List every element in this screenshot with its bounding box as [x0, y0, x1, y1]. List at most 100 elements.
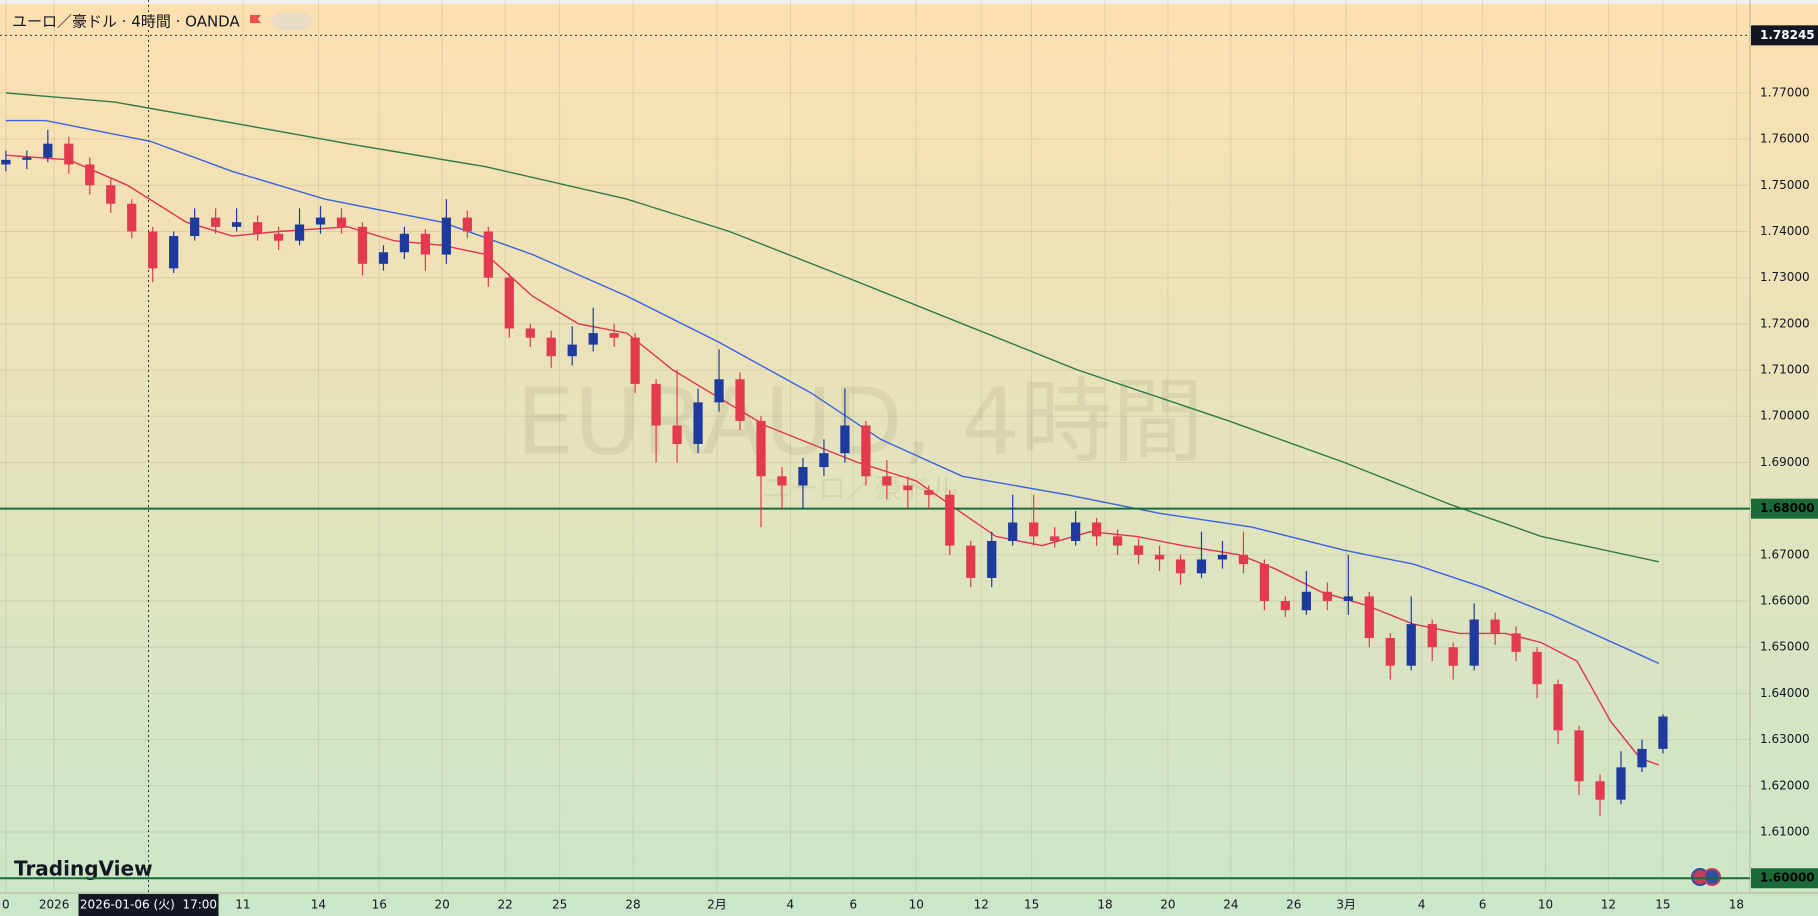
candle-body	[1448, 647, 1458, 666]
crosshair-time-bg	[78, 894, 219, 916]
candle-body	[693, 402, 703, 444]
candle-body	[378, 252, 389, 264]
candle-body	[420, 233, 431, 255]
x-tick-label: 18	[1097, 898, 1112, 912]
candle-body	[609, 333, 619, 338]
candle-body	[1280, 601, 1291, 611]
candle-body	[1029, 522, 1039, 537]
candle-body	[169, 236, 179, 269]
candle-body	[315, 217, 326, 225]
y-tick-label: 1.61000	[1760, 825, 1810, 839]
candle-body	[1490, 619, 1500, 634]
candle-body	[1050, 536, 1060, 541]
candle-body	[357, 226, 368, 264]
x-tick-label: 3月	[1336, 898, 1356, 912]
candle-body	[798, 467, 808, 486]
candle-body	[819, 453, 829, 468]
candle-body	[1112, 536, 1123, 546]
x-tick-label: 10	[1538, 898, 1553, 912]
candle-body	[1154, 554, 1165, 560]
candle-body	[64, 143, 74, 165]
candle-body	[1595, 781, 1605, 800]
x-tick-label: 25	[552, 898, 567, 912]
x-tick-label: 12	[974, 898, 989, 912]
candle-body	[1616, 767, 1626, 800]
symbol-title: ユーロ／豪ドル · 4時間 · OANDA	[12, 13, 240, 31]
y-tick-label: 1.62000	[1760, 778, 1810, 792]
x-tick-label: 28	[625, 898, 640, 912]
x-tick-label: 16	[372, 898, 387, 912]
candle-body	[252, 222, 263, 234]
candle-body	[190, 217, 200, 237]
x-tick-label: 20	[435, 898, 450, 912]
candle-body	[211, 217, 221, 227]
candle-body	[1532, 651, 1542, 685]
candle-body	[1301, 591, 1311, 611]
candle-body	[651, 383, 661, 426]
candle-body	[1259, 564, 1270, 602]
y-tick-label: 1.63000	[1760, 732, 1810, 746]
candle-body	[546, 337, 556, 357]
watermark-sub: ユーロ／豪ドル	[762, 472, 958, 505]
candle-body	[85, 164, 95, 186]
candle-body	[966, 545, 976, 578]
x-tick-label: 15	[1024, 898, 1039, 912]
moving-average	[5, 119, 1660, 665]
x-tick-label: 11	[235, 898, 250, 912]
status-pill[interactable]	[272, 13, 312, 30]
flag-icon	[250, 15, 261, 23]
x-tick-label: 24	[1223, 898, 1238, 912]
price-label: 1.68000	[1760, 501, 1815, 515]
candle-body	[882, 476, 892, 486]
candle-body	[1091, 522, 1102, 537]
candle-body	[567, 344, 577, 357]
watermark: EURAUD, 4時間	[516, 368, 1204, 475]
y-tick-label: 1.77000	[1760, 85, 1810, 99]
candle-body	[903, 485, 913, 491]
moving-average	[5, 154, 1660, 766]
candle-body	[1196, 559, 1207, 574]
candle-body	[504, 277, 514, 329]
x-tick-label: 26	[1286, 898, 1301, 912]
y-tick-label: 1.69000	[1760, 455, 1810, 469]
crosshair-time-label: 2026-01-06 (火) 17:00	[80, 898, 217, 912]
candle-body	[336, 217, 347, 227]
candle-body	[987, 540, 997, 578]
candle-body	[1469, 619, 1479, 666]
x-tick-label: 10	[909, 898, 924, 912]
y-tick-label: 1.67000	[1760, 547, 1810, 561]
candle-body	[924, 490, 934, 495]
price-label: 1.60000	[1760, 871, 1815, 885]
candle-body	[106, 185, 116, 204]
candle-body	[43, 143, 53, 158]
x-tick-label: 20	[1160, 898, 1175, 912]
y-tick-label: 1.66000	[1760, 594, 1810, 608]
candle-body	[1637, 748, 1647, 768]
candle-body	[1553, 684, 1563, 731]
x-tick-label: 18	[1729, 898, 1744, 912]
candle-body	[588, 333, 598, 345]
brand-logo: TradingView	[14, 857, 153, 881]
price-label-bg	[1751, 868, 1818, 889]
candle-body	[1364, 596, 1374, 638]
candle-body	[1238, 554, 1249, 565]
price-marker-bg	[1751, 25, 1818, 46]
candle-body	[525, 328, 535, 338]
top-border	[0, 0, 1818, 4]
candle-body	[231, 222, 242, 227]
x-tick-label: 0	[2, 898, 10, 912]
candle-body	[294, 224, 305, 241]
candle-body	[1385, 637, 1395, 666]
candle-body	[714, 379, 724, 403]
y-tick-label: 1.64000	[1760, 686, 1810, 700]
candle-body	[840, 425, 850, 454]
x-tick-label: 15	[1655, 898, 1670, 912]
x-tick-label: 2026	[39, 898, 70, 912]
candle-body	[1658, 716, 1668, 749]
moving-average	[5, 92, 1659, 563]
candle-body	[148, 231, 158, 269]
candle-body	[672, 425, 682, 444]
candle-body	[1, 159, 11, 165]
candle-body	[1511, 633, 1521, 652]
